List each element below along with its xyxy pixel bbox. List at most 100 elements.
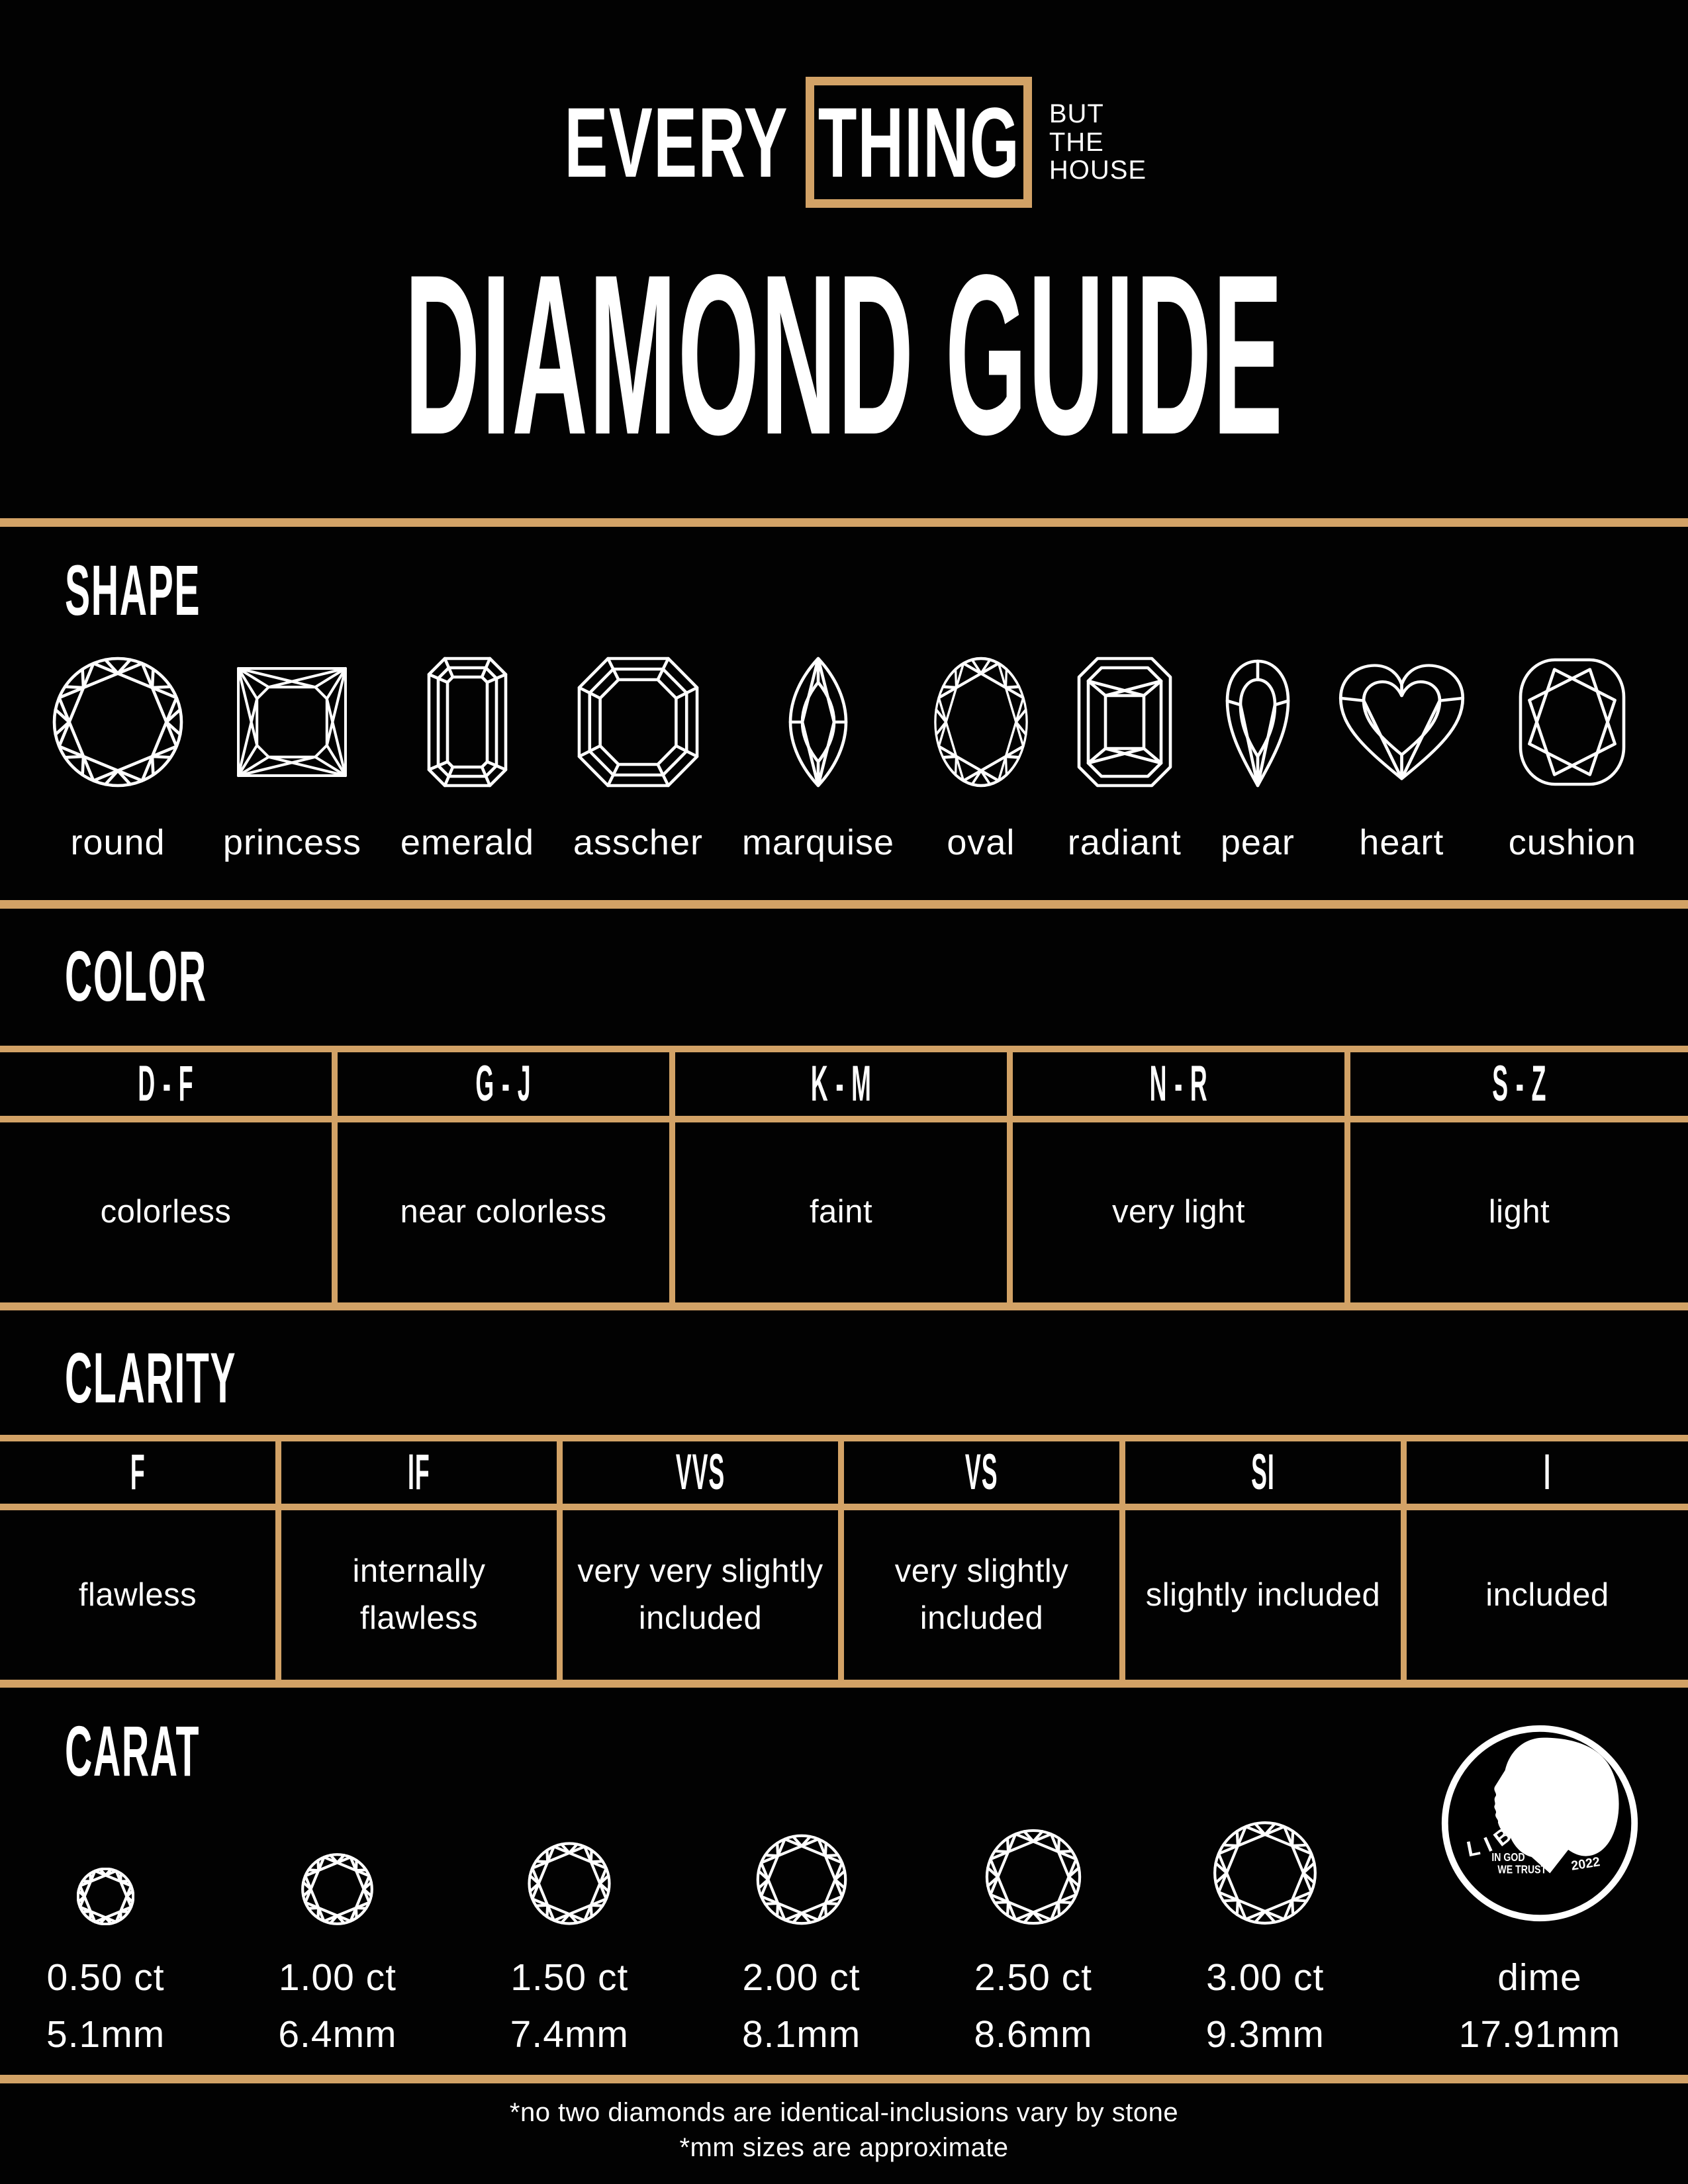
carat-mm-label: 5.1mm <box>46 2013 165 2056</box>
gold-divider-color <box>0 900 1688 909</box>
brand-logo: EVERY THING BUT THE HOUSE <box>0 77 1642 208</box>
carat-item-1-50-ct: 1.50 ct 7.4mm <box>510 1789 629 2056</box>
color-section: COLOR D - F G - J K - M N - R S - Z colorles… <box>0 940 1688 1310</box>
carat-ct-label: 3.00 ct <box>1206 1956 1325 1999</box>
grade-label: D - F <box>138 1055 194 1112</box>
shape-item-asscher: asscher <box>573 651 703 863</box>
shape-icon-box-asscher <box>577 651 700 793</box>
brand-word-thing: THING <box>818 87 1020 198</box>
grade-cell: IF <box>281 1441 563 1504</box>
shape-icon-heart <box>1338 664 1464 780</box>
carat-item-0-50-ct: 0.50 ct 5.1mm <box>46 1789 165 2056</box>
shape-item-cushion: cushion <box>1509 651 1636 863</box>
grade-label: VVS <box>675 1444 726 1501</box>
gold-divider-footer <box>0 2074 1688 2083</box>
shape-icon-emerald <box>427 657 508 788</box>
shape-icon-round <box>52 657 183 788</box>
description-label: near colorless <box>400 1194 607 1230</box>
grade-label: S - Z <box>1491 1055 1547 1112</box>
carat-labels: 3.00 ct 9.3mm <box>1206 1956 1325 2056</box>
grade-cell: VVS <box>563 1441 844 1504</box>
footnotes: *no two diamonds are identical-inclusion… <box>0 2095 1688 2165</box>
shape-item-emerald: emerald <box>400 651 534 863</box>
carat-row: 0.50 ct 5.1mm 1.00 ct 6.4mm 1.50 ct 7.4mm 2.00… <box>0 1725 1688 2056</box>
brand-tagline: BUT THE HOUSE <box>1049 100 1147 185</box>
carat-labels: dime 17.91mm <box>1459 1956 1621 2056</box>
dime-mm-label: 17.91mm <box>1458 2013 1621 2056</box>
carat-labels: 1.50 ct 7.4mm <box>510 1956 629 2056</box>
grade-label: SI <box>1251 1444 1275 1501</box>
grade-label: G - J <box>475 1055 532 1112</box>
carat-mm-label: 6.4mm <box>278 2013 397 2056</box>
grade-label: I <box>1544 1444 1551 1501</box>
carat-mm-label: 7.4mm <box>510 2013 629 2056</box>
footnote-inclusions: *no two diamonds are identical-inclusion… <box>509 2097 1179 2127</box>
gold-divider-top <box>0 518 1688 527</box>
carat-mm-label: 8.6mm <box>974 2013 1093 2056</box>
grade-label: N - R <box>1149 1055 1208 1112</box>
shape-label: cushion <box>1508 823 1636 863</box>
clarity-section: CLARITY F IF VVS VS SI I flawless internally f… <box>0 1337 1688 1688</box>
shape-item-radiant: radiant <box>1068 651 1182 863</box>
description-cell: faint <box>675 1122 1013 1302</box>
carat-labels: 2.00 ct 8.1mm <box>742 1956 861 2056</box>
carat-item-2-00-ct: 2.00 ct 8.1mm <box>742 1789 861 2056</box>
shape-row: round princess emerald asscher marquise oval r… <box>0 651 1688 863</box>
shape-label: radiant <box>1067 823 1182 863</box>
shape-icon-box-emerald <box>426 651 508 793</box>
shape-label: pear <box>1220 823 1295 863</box>
carat-diamond-icon <box>985 1829 1082 1925</box>
grade-cell: D - F <box>0 1052 338 1116</box>
grade-cell: N - R <box>1013 1052 1350 1116</box>
description-label: faint <box>809 1194 873 1230</box>
shape-label: round <box>70 823 165 863</box>
shape-icon-box-round <box>52 651 184 793</box>
carat-item-dime: LIBERTY IN GOD WE TRUST 2022 dime 17.91mm <box>1438 1725 1642 2056</box>
description-cell: light <box>1350 1122 1688 1302</box>
description-cell: very slightly included <box>844 1510 1125 1680</box>
description-label: very light <box>1111 1194 1246 1230</box>
clarity-table: F IF VVS VS SI I flawless internally flawless v… <box>0 1435 1688 1688</box>
shape-item-marquise: marquise <box>742 651 894 863</box>
shape-label: heart <box>1359 823 1444 863</box>
shape-icon-box-princess <box>234 651 350 793</box>
clarity-table-header: F IF VVS VS SI I <box>0 1441 1688 1511</box>
shape-label: asscher <box>573 823 703 863</box>
clarity-heading: CLARITY <box>65 1337 237 1418</box>
description-label: included <box>1485 1576 1609 1613</box>
carat-diamond-icon <box>301 1853 374 1925</box>
carat-item-3-00-ct: 3.00 ct 9.3mm <box>1206 1789 1325 2056</box>
brand-word-every: EVERY <box>564 87 788 198</box>
grade-label: IF <box>408 1444 430 1501</box>
dime-label: dime <box>1497 1956 1582 1999</box>
description-label: slightly included <box>1145 1576 1381 1613</box>
shape-label: emerald <box>400 823 534 863</box>
shape-section: SHAPE round princess emerald asscher marquis… <box>0 555 1688 864</box>
description-cell: very very slightly included <box>563 1510 844 1680</box>
dime-portrait <box>1494 1737 1619 1874</box>
shape-item-heart: heart <box>1334 651 1470 863</box>
shape-item-pear: pear <box>1221 651 1295 863</box>
grade-label: F <box>130 1444 146 1501</box>
carat-icon-box <box>301 1789 374 1925</box>
carat-section: CARAT 0.50 ct 5.1mm 1.00 ct 6.4mm 1.50 ct 7.4… <box>0 1715 1688 2056</box>
carat-ct-label: 2.50 ct <box>974 1956 1092 1999</box>
shape-icon-box-marquise <box>786 651 850 793</box>
carat-ct-label: 0.50 ct <box>46 1956 165 1999</box>
brand-tagline-line: THE <box>1049 127 1104 157</box>
description-label: very slightly included <box>894 1553 1069 1637</box>
carat-item-2-50-ct: 2.50 ct 8.6mm <box>974 1789 1092 2056</box>
carat-mm-label: 9.3mm <box>1205 2013 1325 2056</box>
shape-icon-marquise <box>788 657 848 788</box>
dime-icon-box: LIBERTY IN GOD WE TRUST 2022 <box>1438 1725 1642 1925</box>
shape-icon-box-pear <box>1221 651 1295 793</box>
shape-label: princess <box>222 823 361 863</box>
carat-icon-box <box>528 1789 611 1925</box>
description-label: light <box>1488 1194 1550 1230</box>
shape-icon-pear <box>1225 659 1290 788</box>
dime-motto-line1: IN GOD <box>1491 1852 1524 1864</box>
description-label: flawless <box>78 1576 197 1613</box>
shape-icon-box-heart <box>1334 651 1470 793</box>
carat-ct-label: 1.50 ct <box>510 1956 629 1999</box>
